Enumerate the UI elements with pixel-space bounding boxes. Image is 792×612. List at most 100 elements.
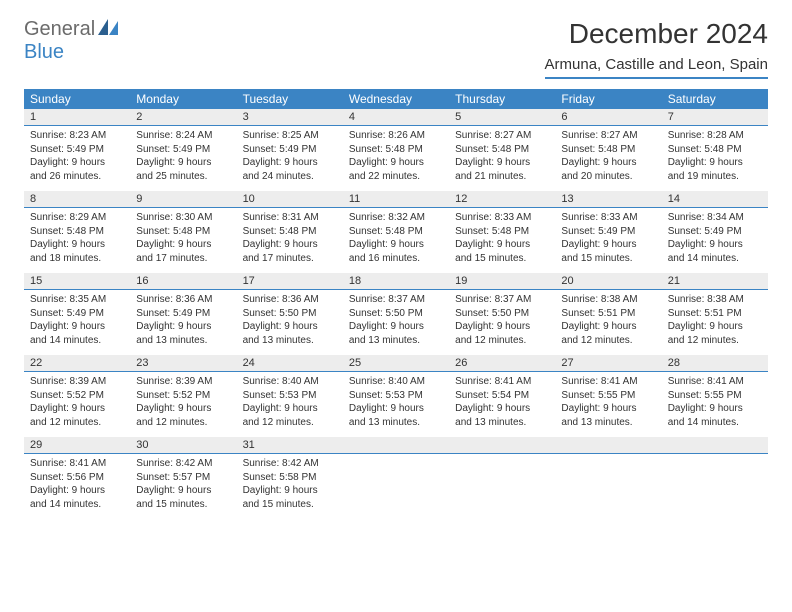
daylight-text-2: and 16 minutes. (349, 252, 443, 266)
day-number: 15 (24, 273, 130, 289)
day-cell: Sunrise: 8:42 AMSunset: 5:58 PMDaylight:… (237, 454, 343, 519)
day-cell-body: Sunrise: 8:28 AMSunset: 5:48 PMDaylight:… (662, 126, 768, 191)
sunrise-text: Sunrise: 8:27 AM (455, 129, 549, 143)
day-cell-body: Sunrise: 8:39 AMSunset: 5:52 PMDaylight:… (24, 372, 130, 437)
daylight-text-2: and 14 minutes. (668, 252, 762, 266)
day-cell: Sunrise: 8:41 AMSunset: 5:55 PMDaylight:… (555, 372, 661, 437)
sunset-text: Sunset: 5:53 PM (349, 389, 443, 403)
day-cell: Sunrise: 8:27 AMSunset: 5:48 PMDaylight:… (449, 126, 555, 191)
daylight-text-1: Daylight: 9 hours (136, 156, 230, 170)
daylight-text-2: and 25 minutes. (136, 170, 230, 184)
daylight-text-1: Daylight: 9 hours (455, 156, 549, 170)
day-cell-body (662, 454, 768, 508)
sunset-text: Sunset: 5:48 PM (30, 225, 124, 239)
day-cell: Sunrise: 8:37 AMSunset: 5:50 PMDaylight:… (343, 290, 449, 355)
daylight-text-1: Daylight: 9 hours (668, 238, 762, 252)
sunrise-text: Sunrise: 8:33 AM (455, 211, 549, 225)
daylight-text-1: Daylight: 9 hours (243, 156, 337, 170)
daylight-text-1: Daylight: 9 hours (455, 320, 549, 334)
sunrise-text: Sunrise: 8:41 AM (668, 375, 762, 389)
sunrise-text: Sunrise: 8:40 AM (243, 375, 337, 389)
day-header: Sunday (24, 89, 130, 109)
day-cell-body: Sunrise: 8:37 AMSunset: 5:50 PMDaylight:… (449, 290, 555, 355)
sunrise-text: Sunrise: 8:37 AM (455, 293, 549, 307)
daylight-text-2: and 15 minutes. (561, 252, 655, 266)
day-cell-body: Sunrise: 8:41 AMSunset: 5:55 PMDaylight:… (662, 372, 768, 437)
week-daynum-row: 22232425262728 (24, 355, 768, 372)
day-cell-body: Sunrise: 8:23 AMSunset: 5:49 PMDaylight:… (24, 126, 130, 191)
daylight-text-2: and 12 minutes. (668, 334, 762, 348)
day-cell: Sunrise: 8:39 AMSunset: 5:52 PMDaylight:… (130, 372, 236, 437)
sunrise-text: Sunrise: 8:35 AM (30, 293, 124, 307)
sunrise-text: Sunrise: 8:23 AM (30, 129, 124, 143)
day-number: 9 (130, 191, 236, 207)
daylight-text-2: and 24 minutes. (243, 170, 337, 184)
sunrise-text: Sunrise: 8:37 AM (349, 293, 443, 307)
sunrise-text: Sunrise: 8:36 AM (243, 293, 337, 307)
day-number: 18 (343, 273, 449, 289)
daylight-text-1: Daylight: 9 hours (30, 320, 124, 334)
daylight-text-1: Daylight: 9 hours (136, 484, 230, 498)
sunset-text: Sunset: 5:48 PM (455, 225, 549, 239)
day-number: 10 (237, 191, 343, 207)
day-number: 17 (237, 273, 343, 289)
sunset-text: Sunset: 5:49 PM (136, 307, 230, 321)
title-block: December 2024 Armuna, Castille and Leon,… (545, 18, 768, 85)
sunset-text: Sunset: 5:48 PM (668, 143, 762, 157)
day-cell-body: Sunrise: 8:24 AMSunset: 5:49 PMDaylight:… (130, 126, 236, 191)
daylight-text-2: and 14 minutes. (30, 498, 124, 512)
sunset-text: Sunset: 5:56 PM (30, 471, 124, 485)
daylight-text-1: Daylight: 9 hours (561, 402, 655, 416)
daylight-text-1: Daylight: 9 hours (30, 238, 124, 252)
day-cell: Sunrise: 8:27 AMSunset: 5:48 PMDaylight:… (555, 126, 661, 191)
sunset-text: Sunset: 5:51 PM (561, 307, 655, 321)
sunset-text: Sunset: 5:55 PM (561, 389, 655, 403)
day-cell-body: Sunrise: 8:35 AMSunset: 5:49 PMDaylight:… (24, 290, 130, 355)
day-cell: Sunrise: 8:41 AMSunset: 5:56 PMDaylight:… (24, 454, 130, 519)
week-daynum-row: 15161718192021 (24, 273, 768, 290)
sunrise-text: Sunrise: 8:32 AM (349, 211, 443, 225)
day-number: 7 (662, 109, 768, 125)
day-cell (449, 454, 555, 519)
daylight-text-2: and 12 minutes. (30, 416, 124, 430)
day-headers-row: SundayMondayTuesdayWednesdayThursdayFrid… (24, 89, 768, 109)
day-cell-body (343, 454, 449, 508)
daylight-text-2: and 15 minutes. (136, 498, 230, 512)
week-body-row: Sunrise: 8:35 AM Sunset: 5:49 PM Daylight:… (24, 290, 768, 355)
sunrise-text: Sunrise: 8:40 AM (349, 375, 443, 389)
daylight-text-2: and 14 minutes. (30, 334, 124, 348)
day-header: Thursday (449, 89, 555, 109)
daylight-text-1: Daylight: 9 hours (349, 238, 443, 252)
day-number: 2 (130, 109, 236, 125)
sunset-text: Sunset: 5:48 PM (561, 143, 655, 157)
daylight-text-2: and 12 minutes. (561, 334, 655, 348)
sunset-text: Sunset: 5:58 PM (243, 471, 337, 485)
daylight-text-1: Daylight: 9 hours (561, 238, 655, 252)
day-cell-body: Sunrise: 8:41 AMSunset: 5:55 PMDaylight:… (555, 372, 661, 437)
day-number: 27 (555, 355, 661, 371)
daylight-text-2: and 15 minutes. (243, 498, 337, 512)
day-cell: Sunrise: 8:26 AMSunset: 5:48 PMDaylight:… (343, 126, 449, 191)
page-header: General Blue December 2024 Armuna, Casti… (24, 18, 768, 85)
daylight-text-2: and 15 minutes. (455, 252, 549, 266)
daylight-text-2: and 13 minutes. (561, 416, 655, 430)
sunset-text: Sunset: 5:48 PM (455, 143, 549, 157)
day-cell: Sunrise: 8:33 AMSunset: 5:49 PMDaylight:… (555, 208, 661, 273)
day-cell: Sunrise: 8:38 AMSunset: 5:51 PMDaylight:… (662, 290, 768, 355)
day-number: 11 (343, 191, 449, 207)
sunrise-text: Sunrise: 8:36 AM (136, 293, 230, 307)
week-body-row: Sunrise: 8:29 AMSunset: 5:48 PMDaylight:… (24, 208, 768, 273)
sunrise-text: Sunrise: 8:24 AM (136, 129, 230, 143)
logo-sail-icon (98, 19, 118, 40)
daylight-text-1: Daylight: 9 hours (243, 238, 337, 252)
day-cell: Sunrise: 8:40 AMSunset: 5:53 PMDaylight:… (237, 372, 343, 437)
day-number: 14 (662, 191, 768, 207)
daylight-text-2: and 14 minutes. (668, 416, 762, 430)
sunset-text: Sunset: 5:49 PM (668, 225, 762, 239)
day-cell: Sunrise: 8:40 AMSunset: 5:53 PMDaylight:… (343, 372, 449, 437)
day-header: Tuesday (237, 89, 343, 109)
daylight-text-1: Daylight: 9 hours (349, 156, 443, 170)
day-cell-body: Sunrise: 8:38 AMSunset: 5:51 PMDaylight:… (662, 290, 768, 355)
day-number: 30 (130, 437, 236, 453)
sunset-text: Sunset: 5:49 PM (30, 143, 124, 157)
